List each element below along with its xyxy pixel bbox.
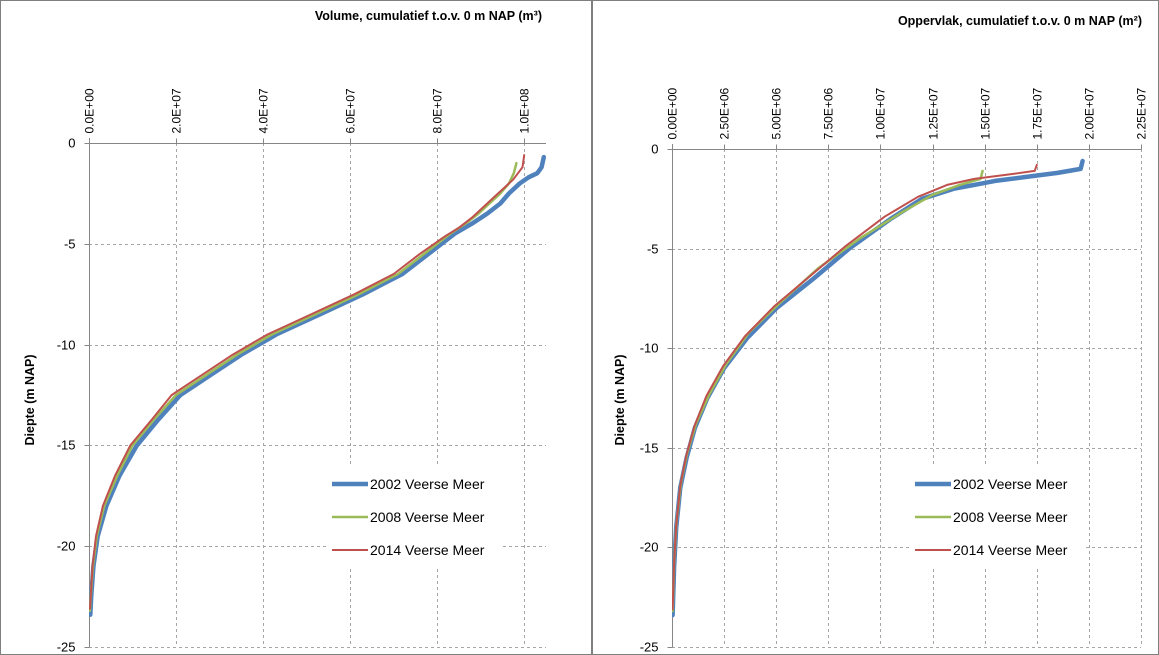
x-tick-label: 7.50E+06: [822, 87, 836, 139]
series-line-2002: [89, 154, 546, 617]
y-tick-label: -20: [640, 540, 659, 555]
y-tick-label: -10: [640, 341, 659, 356]
x-tick-label: 1.25E+07: [927, 87, 941, 139]
series-line-2008: [89, 161, 518, 612]
legend: 2002 Veerse Meer 2008 Veerse Meer 2014 Vee…: [328, 467, 500, 567]
x-tick-label: 1.75E+07: [1031, 87, 1045, 139]
x-tick-label: 2.25E+07: [1135, 87, 1149, 139]
chart-title: Oppervlak, cumulatief t.o.v. 0 m NAP (m²…: [898, 14, 1142, 28]
volume-chart: 0.0E+00 2.0E+07 4.0E+07 6.0E+07 8.0E+07 1.0E+…: [0, 0, 592, 655]
x-tick-label: 5.00E+06: [770, 87, 784, 139]
series-group: [672, 158, 1085, 618]
legend-label: 2008 Veerse Meer: [370, 509, 485, 525]
legend-label: 2002 Veerse Meer: [953, 476, 1068, 492]
y-tick-label: -15: [57, 438, 76, 453]
y-tick-label: -25: [640, 640, 659, 655]
y-tick-label: -15: [640, 441, 659, 456]
x-tick-label: 0.00E+00: [666, 87, 680, 139]
y-axis-label: Diepte (m NAP): [613, 355, 627, 446]
chart-title: Volume, cumulatief t.o.v. 0 m NAP (m³): [315, 9, 542, 23]
y-tick-label: 0: [651, 142, 658, 157]
x-tick-label: 4.0E+07: [257, 88, 271, 133]
y-tick-label: -5: [647, 242, 659, 257]
surface-area-chart-panel: 0.00E+00 2.50E+06 5.00E+06 7.50E+06 1.00E+07…: [592, 0, 1159, 655]
x-tick-label: 1.50E+07: [979, 87, 993, 139]
y-axis-label: Diepte (m NAP): [23, 355, 37, 446]
y-tick-label: -10: [57, 338, 76, 353]
x-tick-label: 1.00E+07: [874, 87, 888, 139]
x-tick-label: 6.0E+07: [344, 88, 358, 133]
x-tick-label: 2.0E+07: [170, 88, 184, 133]
legend-label: 2008 Veerse Meer: [953, 509, 1068, 525]
x-tick-label: 2.00E+07: [1083, 87, 1097, 139]
surface-area-chart: 0.00E+00 2.50E+06 5.00E+06 7.50E+06 1.00E+07…: [592, 0, 1159, 655]
volume-chart-panel: 0.0E+00 2.0E+07 4.0E+07 6.0E+07 8.0E+07 1.0E+…: [0, 0, 592, 655]
series-line-2014: [89, 154, 526, 610]
x-tick-label: 0.0E+00: [83, 88, 97, 133]
x-tick-label: 1.0E+08: [518, 88, 532, 133]
x-tick-label: 2.50E+06: [718, 87, 732, 139]
legend: 2002 Veerse Meer 2008 Veerse Meer 2014 Vee…: [911, 467, 1083, 567]
legend-label: 2002 Veerse Meer: [370, 476, 485, 492]
series-line-2014: [672, 163, 1038, 611]
legend-label: 2014 Veerse Meer: [370, 542, 485, 558]
x-tick-label: 8.0E+07: [431, 88, 445, 133]
y-tick-label: -25: [57, 640, 76, 655]
y-tick-label: -5: [64, 237, 76, 252]
gridlines: [672, 149, 1142, 648]
series-group: [89, 154, 546, 617]
legend-label: 2014 Veerse Meer: [953, 542, 1068, 558]
y-tick-label: -20: [57, 539, 76, 554]
y-tick-label: 0: [68, 136, 75, 151]
